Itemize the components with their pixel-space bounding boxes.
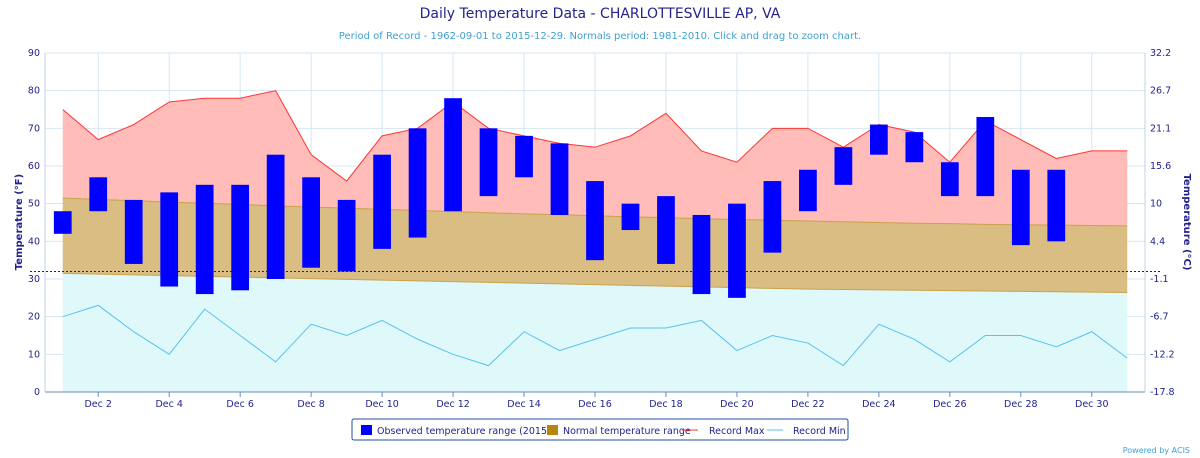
x-tick-label: Dec 6 bbox=[226, 399, 253, 410]
x-tick-label: Dec 24 bbox=[862, 399, 896, 410]
observed-range-bar[interactable] bbox=[870, 124, 888, 155]
y-tick-label-right: 10 bbox=[1150, 199, 1162, 210]
legend-label-normal: Normal temperature range bbox=[563, 426, 691, 437]
y-tick-label-right: -17.8 bbox=[1150, 387, 1175, 398]
x-tick-label: Dec 22 bbox=[791, 399, 825, 410]
y-tick-label-right: -6.7 bbox=[1150, 312, 1169, 323]
observed-range-bar[interactable] bbox=[586, 181, 604, 261]
observed-range-bar[interactable] bbox=[728, 203, 746, 298]
legend-item-record-max[interactable]: Record Max bbox=[682, 426, 765, 437]
y-tick-label-right: 32.2 bbox=[1150, 48, 1171, 59]
observed-range-bar[interactable] bbox=[657, 196, 675, 264]
x-tick-label: Dec 28 bbox=[1004, 399, 1038, 410]
x-tick-label: Dec 26 bbox=[933, 399, 967, 410]
y-tick-label-right: -1.1 bbox=[1150, 274, 1169, 285]
legend-label-observed: Observed temperature range (2015) bbox=[377, 426, 551, 437]
y-axis-title-right: Temperature (°C) bbox=[1181, 174, 1192, 271]
observed-range-bar[interactable] bbox=[124, 199, 143, 264]
record-max-line[interactable] bbox=[62, 90, 1128, 182]
legend-label-record-min: Record Min bbox=[793, 426, 846, 437]
y-tick-label-right: 15.6 bbox=[1150, 161, 1171, 172]
observed-range-bar[interactable] bbox=[692, 214, 711, 295]
observed-range-bar[interactable] bbox=[302, 177, 320, 268]
powered-by-credit[interactable]: Powered by ACIS bbox=[1123, 446, 1190, 455]
observed-range-bar[interactable] bbox=[479, 128, 498, 197]
x-tick-label: Dec 4 bbox=[155, 399, 182, 410]
plot-area[interactable]: Dec 2 Dec 4 Dec 6 Dec 8 Dec 10 Dec 12 Dec 14 De… bbox=[28, 48, 1175, 410]
x-tick-label: Dec 2 bbox=[84, 399, 111, 410]
y-tick-label-right: 26.7 bbox=[1150, 86, 1171, 97]
observed-range-bar[interactable] bbox=[53, 211, 72, 234]
legend-label-record-max: Record Max bbox=[709, 426, 765, 437]
y-tick-label-left: 10 bbox=[28, 349, 40, 360]
record-min-line[interactable] bbox=[62, 304, 1128, 367]
observed-range-bar[interactable] bbox=[515, 135, 533, 178]
legend-swatch-normal bbox=[547, 425, 558, 435]
observed-range-bar[interactable] bbox=[89, 177, 108, 212]
y-tick-label-left: 60 bbox=[28, 161, 40, 172]
x-tick-label: Dec 14 bbox=[507, 399, 541, 410]
y-tick-label-left: 50 bbox=[28, 199, 40, 210]
observed-range-bar[interactable] bbox=[550, 143, 569, 215]
observed-range-bar[interactable] bbox=[799, 169, 817, 212]
observed-range-bar[interactable] bbox=[905, 132, 924, 163]
observed-range-bar[interactable] bbox=[266, 154, 285, 279]
observed-range-bar[interactable] bbox=[444, 98, 462, 212]
x-tick-label: Dec 12 bbox=[436, 399, 470, 410]
record-min-area bbox=[62, 273, 1128, 392]
y-tick-label-left: 70 bbox=[28, 123, 40, 134]
observed-range-bar[interactable] bbox=[976, 117, 995, 197]
observed-range-bar[interactable] bbox=[160, 192, 179, 287]
y-tick-label-left: 0 bbox=[34, 387, 40, 398]
y-tick-label-right: -12.2 bbox=[1150, 349, 1175, 360]
x-tick-label: Dec 10 bbox=[365, 399, 399, 410]
x-tick-label: Dec 20 bbox=[720, 399, 754, 410]
legend-item-normal[interactable]: Normal temperature range bbox=[547, 425, 691, 437]
observed-range-bar[interactable] bbox=[621, 203, 640, 231]
y-tick-label-left: 20 bbox=[28, 312, 40, 323]
y-tick-label-left: 80 bbox=[28, 86, 40, 97]
y-tick-label-right: 21.1 bbox=[1150, 123, 1171, 134]
x-tick-label: Dec 8 bbox=[297, 399, 324, 410]
x-tick-label: Dec 30 bbox=[1075, 399, 1109, 410]
y-axis-title-left: Temperature (°F) bbox=[14, 174, 25, 270]
legend-item-observed[interactable]: Observed temperature range (2015) bbox=[361, 425, 551, 437]
x-tick-label: Dec 16 bbox=[578, 399, 612, 410]
observed-range-bar[interactable] bbox=[408, 128, 427, 238]
observed-range-bar[interactable] bbox=[373, 154, 391, 249]
y-tick-label-right: 4.4 bbox=[1150, 236, 1165, 247]
observed-range-bar[interactable] bbox=[834, 147, 853, 185]
y-tick-label-left: 30 bbox=[28, 274, 40, 285]
legend-box bbox=[351, 418, 849, 441]
legend: Observed temperature range (2015) Normal… bbox=[351, 418, 849, 441]
observed-range-bar[interactable] bbox=[940, 162, 959, 197]
legend-swatch-observed bbox=[361, 425, 372, 435]
y-tick-label-left: 90 bbox=[28, 48, 40, 59]
legend-item-record-min[interactable]: Record Min bbox=[767, 426, 846, 437]
observed-range-bar[interactable] bbox=[195, 184, 214, 295]
chart-subtitle: Period of Record - 1962-09-01 to 2015-12… bbox=[339, 31, 861, 42]
observed-range-bar[interactable] bbox=[1011, 169, 1030, 246]
observed-range-bar[interactable] bbox=[231, 184, 250, 291]
y-tick-label-left: 40 bbox=[28, 236, 40, 247]
record-max-area bbox=[62, 90, 1128, 226]
observed-range-bar[interactable] bbox=[337, 199, 356, 272]
observed-range-bar[interactable] bbox=[1047, 169, 1066, 242]
chart-title: Daily Temperature Data - CHARLOTTESVILLE… bbox=[420, 6, 781, 22]
x-tick-label: Dec 18 bbox=[649, 399, 683, 410]
observed-range-bar[interactable] bbox=[763, 181, 782, 253]
